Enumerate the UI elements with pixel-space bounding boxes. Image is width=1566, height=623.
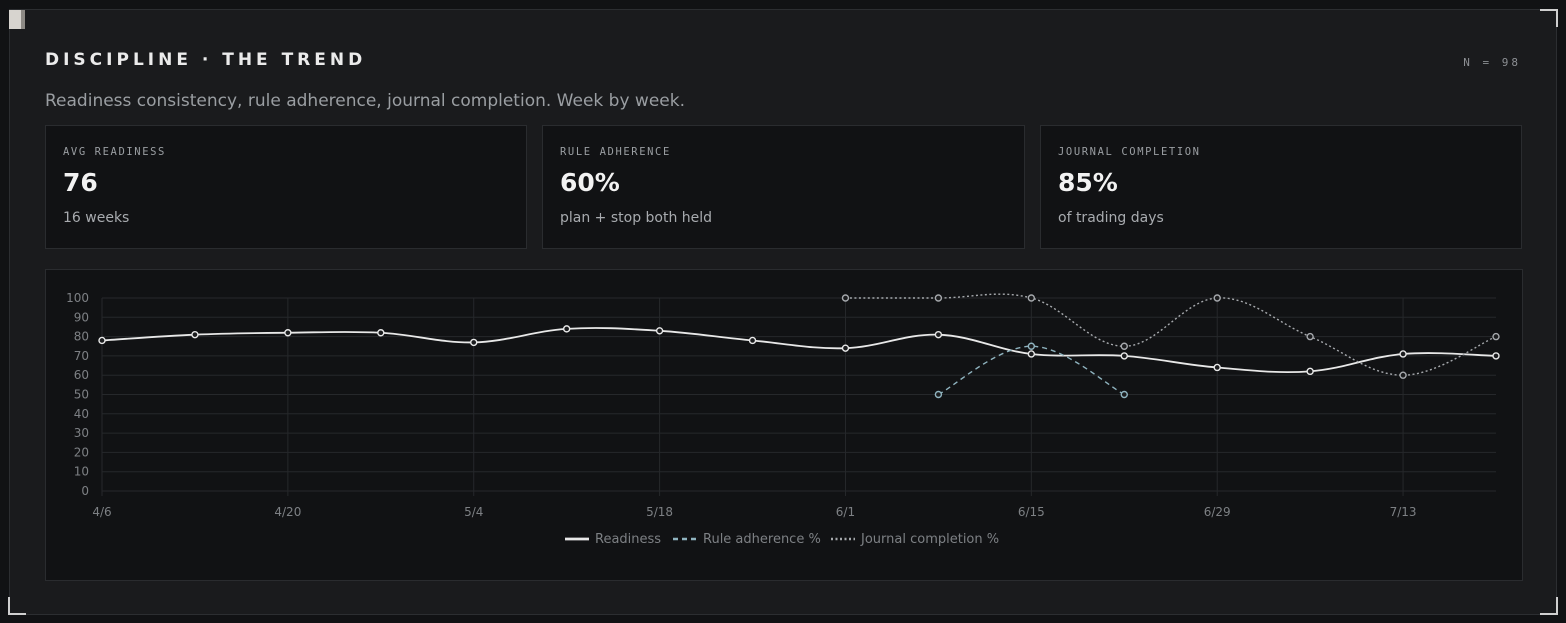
data-point xyxy=(1120,342,1128,350)
y-tick-label: 50 xyxy=(74,388,89,402)
stat-value: 85% xyxy=(1058,168,1118,197)
data-point xyxy=(841,294,850,302)
data-point xyxy=(470,338,478,347)
data-point xyxy=(562,325,571,333)
corner-bracket-icon xyxy=(8,597,26,615)
data-point xyxy=(284,329,292,337)
panel-subtitle: Readiness consistency, rule adherence, j… xyxy=(45,91,685,111)
panel-handle-icon[interactable] xyxy=(9,10,25,29)
stat-label: AVG READINESS xyxy=(63,146,166,158)
data-point xyxy=(655,327,664,335)
data-point xyxy=(934,390,943,399)
y-tick-label: 0 xyxy=(81,484,89,498)
data-point xyxy=(1399,371,1407,379)
data-point xyxy=(98,336,106,345)
data-point xyxy=(748,336,757,345)
stat-note: 16 weeks xyxy=(63,210,130,226)
data-point xyxy=(1399,350,1407,358)
legend-label: Readiness xyxy=(595,532,661,547)
stat-card-avg-readiness: AVG READINESS 76 16 weeks xyxy=(45,125,527,249)
corner-bracket-icon xyxy=(1540,597,1558,615)
stat-card-rule-adherence: RULE ADHERENCE 60% plan + stop both held xyxy=(542,125,1025,249)
data-point xyxy=(1027,342,1036,350)
data-point xyxy=(1027,294,1036,302)
series-line-2 xyxy=(845,293,1497,376)
trend-chart: 0 10 20 30 40 50 60 70 80 90 100 4/6 4/20 5/4 5/18 6/1 6… xyxy=(66,291,1500,547)
data-point xyxy=(191,330,199,339)
x-tick-label: 6/1 xyxy=(836,505,855,519)
data-point xyxy=(1213,294,1221,302)
panel-title: DISCIPLINE · THE TREND xyxy=(45,50,367,70)
x-tick-label: 5/18 xyxy=(646,505,673,519)
stat-value: 76 xyxy=(63,168,98,197)
data-point xyxy=(934,330,943,339)
data-point xyxy=(1213,363,1221,372)
legend-label: Journal completion % xyxy=(860,532,999,547)
y-tick-label: 90 xyxy=(74,310,89,324)
x-tick-label: 6/15 xyxy=(1018,505,1045,519)
data-point xyxy=(1120,390,1128,399)
y-tick-label: 10 xyxy=(74,465,89,479)
data-point xyxy=(1492,352,1500,360)
x-tick-label: 4/6 xyxy=(92,505,111,519)
stat-value: 60% xyxy=(560,168,620,197)
y-tick-label: 30 xyxy=(74,426,89,440)
data-point xyxy=(841,344,850,352)
data-point xyxy=(1120,352,1128,360)
y-tick-label: 40 xyxy=(74,407,89,421)
data-point xyxy=(1027,350,1036,358)
x-tick-label: 6/29 xyxy=(1204,505,1231,519)
data-point xyxy=(934,294,943,302)
x-tick-label: 5/4 xyxy=(464,505,483,519)
sample-count: N = 98 xyxy=(1463,56,1521,69)
corner-bracket-icon xyxy=(1540,9,1558,27)
y-tick-label: 70 xyxy=(74,349,89,363)
y-tick-label: 100 xyxy=(66,291,89,305)
y-tick-label: 60 xyxy=(74,368,89,382)
data-point xyxy=(1306,332,1314,341)
stat-note: of trading days xyxy=(1058,210,1164,226)
data-point xyxy=(1492,332,1500,341)
data-point xyxy=(377,329,385,337)
x-tick-label: 7/13 xyxy=(1390,505,1417,519)
stat-label: JOURNAL COMPLETION xyxy=(1058,146,1201,158)
stat-note: plan + stop both held xyxy=(560,210,713,226)
trend-chart-container: 0 10 20 30 40 50 60 70 80 90 100 4/6 4/20 5/4 5/18 6/1 6… xyxy=(45,269,1523,581)
x-tick-label: 4/20 xyxy=(274,505,301,519)
legend-label: Rule adherence % xyxy=(703,532,821,547)
y-tick-label: 20 xyxy=(74,445,89,459)
stat-label: RULE ADHERENCE xyxy=(560,146,671,158)
stat-card-journal-completion: JOURNAL COMPLETION 85% of trading days xyxy=(1040,125,1522,249)
series-line-0 xyxy=(101,327,1497,374)
y-tick-label: 80 xyxy=(74,330,89,344)
data-point xyxy=(1306,367,1314,376)
